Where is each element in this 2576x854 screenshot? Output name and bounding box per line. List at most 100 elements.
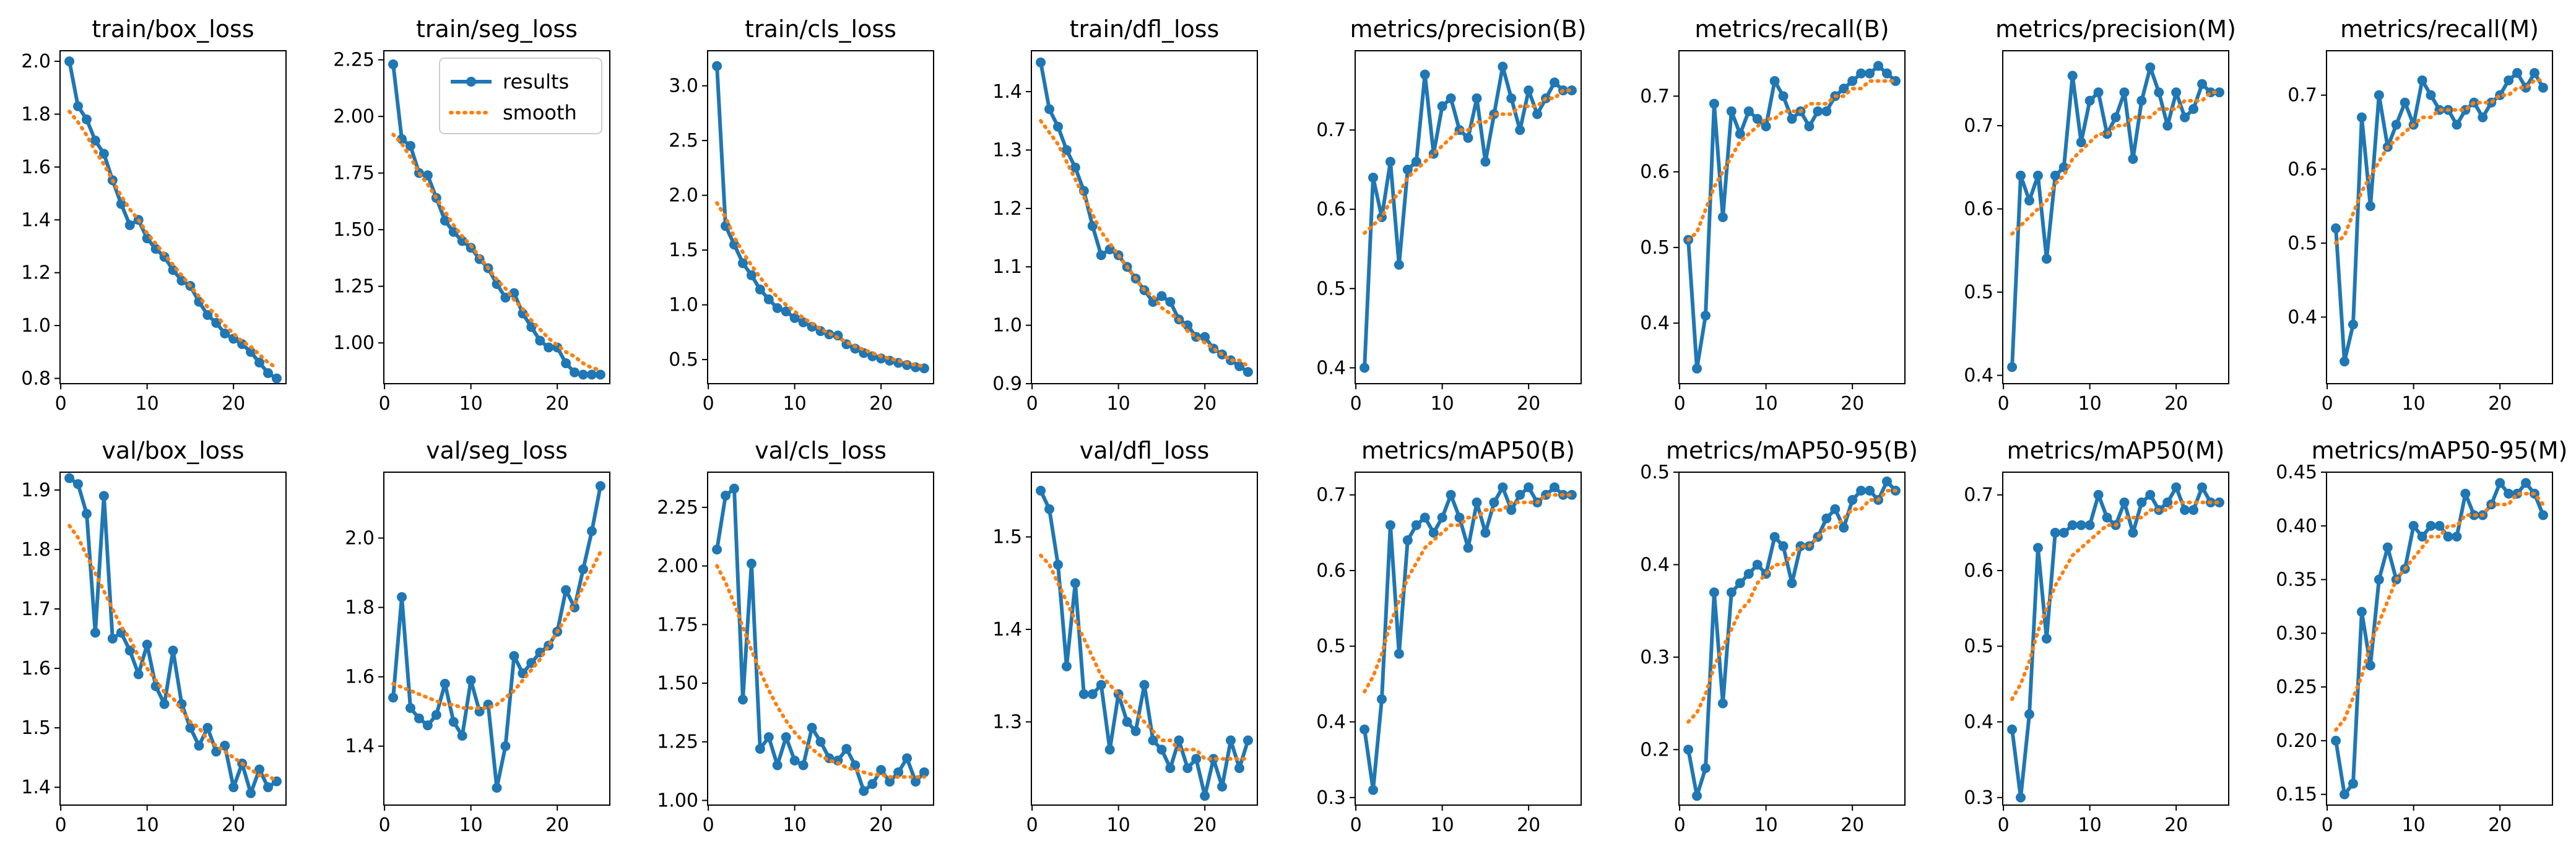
y-tick-label: 2.00: [657, 556, 698, 577]
subplot-title: val/seg_loss: [426, 437, 568, 464]
subplot-val-seg-loss: val/seg_loss 0 10 20 1.4 1.6 1.8 2.0: [345, 437, 610, 836]
y-tick-label: 1.6: [21, 157, 51, 178]
data-point-results: [586, 369, 597, 380]
y-tick-label: 1.75: [657, 614, 698, 636]
y-tick-label: 0.7: [1316, 485, 1346, 506]
series-line-smooth: [67, 524, 279, 783]
y-tick-label: 2.25: [333, 50, 375, 71]
series-line-smooth: [1363, 493, 1574, 694]
data-point-results: [586, 526, 597, 537]
data-point-results: [2128, 527, 2138, 538]
series-line-results: [68, 477, 278, 795]
data-point-results: [1360, 363, 1370, 373]
data-point-results: [2452, 532, 2462, 542]
y-tick-label: 0.40: [2276, 515, 2317, 537]
subplot-title: metrics/recall(B): [1694, 15, 1889, 43]
y-tick-label: 0.5: [1964, 636, 1993, 657]
data-point-results: [1778, 91, 1789, 101]
subplot-metrics-precision-m: metrics/precision(M) 0 10 20 0.4 0.5 0.6 0.7: [1964, 15, 2236, 415]
data-point-results: [1036, 57, 1046, 67]
axes-frame: [383, 472, 610, 806]
data-point-results: [1096, 679, 1106, 690]
y-tick-label: 1.0: [992, 315, 1022, 337]
axes-frame: [1678, 50, 1906, 384]
data-point-results: [168, 645, 178, 656]
data-point-results: [2032, 170, 2043, 181]
y-tick-label: 0.2: [1640, 739, 1670, 761]
data-point-results: [1524, 482, 1534, 493]
series-line-smooth: [391, 132, 602, 372]
data-point-results: [781, 732, 791, 743]
data-point-results: [2076, 137, 2086, 147]
x-tick-label: 20: [1517, 814, 1540, 836]
y-tick-label: 0.4: [1316, 357, 1346, 379]
subplot-title: train/seg_loss: [416, 15, 578, 43]
y-tick-label: 1.4: [345, 736, 375, 757]
data-point-results: [405, 140, 415, 151]
data-point-results: [1148, 735, 1158, 746]
y-tick-label: 1.7: [21, 598, 51, 620]
data-point-results: [1700, 310, 1711, 321]
data-point-results: [1847, 75, 1858, 86]
y-tick-label: 1.2: [21, 262, 51, 284]
data-point-results: [1743, 106, 1754, 116]
data-point-results: [1821, 513, 1832, 524]
data-point-results: [1463, 543, 1473, 553]
data-point-results: [1839, 522, 1849, 533]
x-tick-label: 0: [1350, 814, 1362, 836]
y-tick-label: 1.50: [657, 673, 698, 694]
y-tick-label: 1.00: [333, 332, 375, 354]
data-point-results: [1156, 291, 1167, 301]
x-tick-label: 10: [783, 393, 807, 415]
data-point-results: [1813, 106, 1823, 116]
axes-frame: [1031, 50, 1258, 384]
data-point-results: [142, 639, 152, 650]
data-point-results: [1428, 527, 1439, 538]
axes-frame: [1355, 50, 1582, 384]
y-tick-label: 0.4: [1316, 712, 1346, 733]
data-point-results: [202, 723, 213, 733]
x-tick-label: 20: [869, 814, 893, 836]
x-tick-label: 0: [1674, 393, 1686, 415]
data-point-results: [781, 306, 791, 317]
data-point-results: [2452, 119, 2462, 130]
data-point-results: [2058, 527, 2069, 538]
y-tick-label: 0.7: [1640, 85, 1670, 107]
x-tick-label: 10: [1431, 393, 1454, 415]
y-tick-label: 0.4: [1964, 712, 1993, 733]
data-point-results: [570, 367, 580, 377]
data-point-results: [2110, 112, 2121, 123]
data-point-results: [2041, 254, 2052, 264]
data-point-results: [1191, 754, 1202, 764]
data-point-results: [1726, 106, 1737, 116]
data-point-results: [405, 703, 415, 714]
data-point-results: [2400, 97, 2410, 108]
data-point-results: [1769, 532, 1780, 542]
data-point-results: [2067, 520, 2078, 530]
subplot-train-box-loss: train/box_loss 0 10 20 0.8 1.0 1.2 1.4 1.6 1.8 2.0: [21, 15, 287, 415]
data-point-results: [1515, 125, 1525, 136]
data-point-results: [2093, 490, 2104, 500]
data-point-results: [729, 483, 739, 494]
y-tick-label: 1.1: [992, 256, 1022, 278]
data-point-results: [1472, 93, 1482, 103]
data-point-results: [595, 481, 605, 491]
y-tick-label: 0.4: [1640, 554, 1670, 576]
data-point-results: [1052, 121, 1063, 132]
data-point-results: [1550, 482, 1560, 493]
data-point-results: [1165, 763, 1176, 774]
x-tick-label: 10: [1431, 814, 1454, 836]
y-tick-label: 0.25: [2276, 676, 2317, 698]
data-point-results: [262, 368, 273, 378]
data-point-results: [254, 357, 265, 368]
data-point-results: [772, 760, 783, 770]
data-point-results: [457, 730, 467, 741]
data-point-results: [763, 732, 774, 743]
data-point-results: [2007, 362, 2018, 373]
legend-results-marker: [466, 77, 476, 87]
x-tick-label: 0: [1998, 814, 2010, 836]
data-point-results: [2443, 532, 2453, 542]
data-point-results: [1821, 106, 1832, 116]
subplot-metrics-map50-m: metrics/mAP50(M) 0 10 20 0.3 0.4 0.5 0.6 0.7: [1964, 437, 2229, 836]
